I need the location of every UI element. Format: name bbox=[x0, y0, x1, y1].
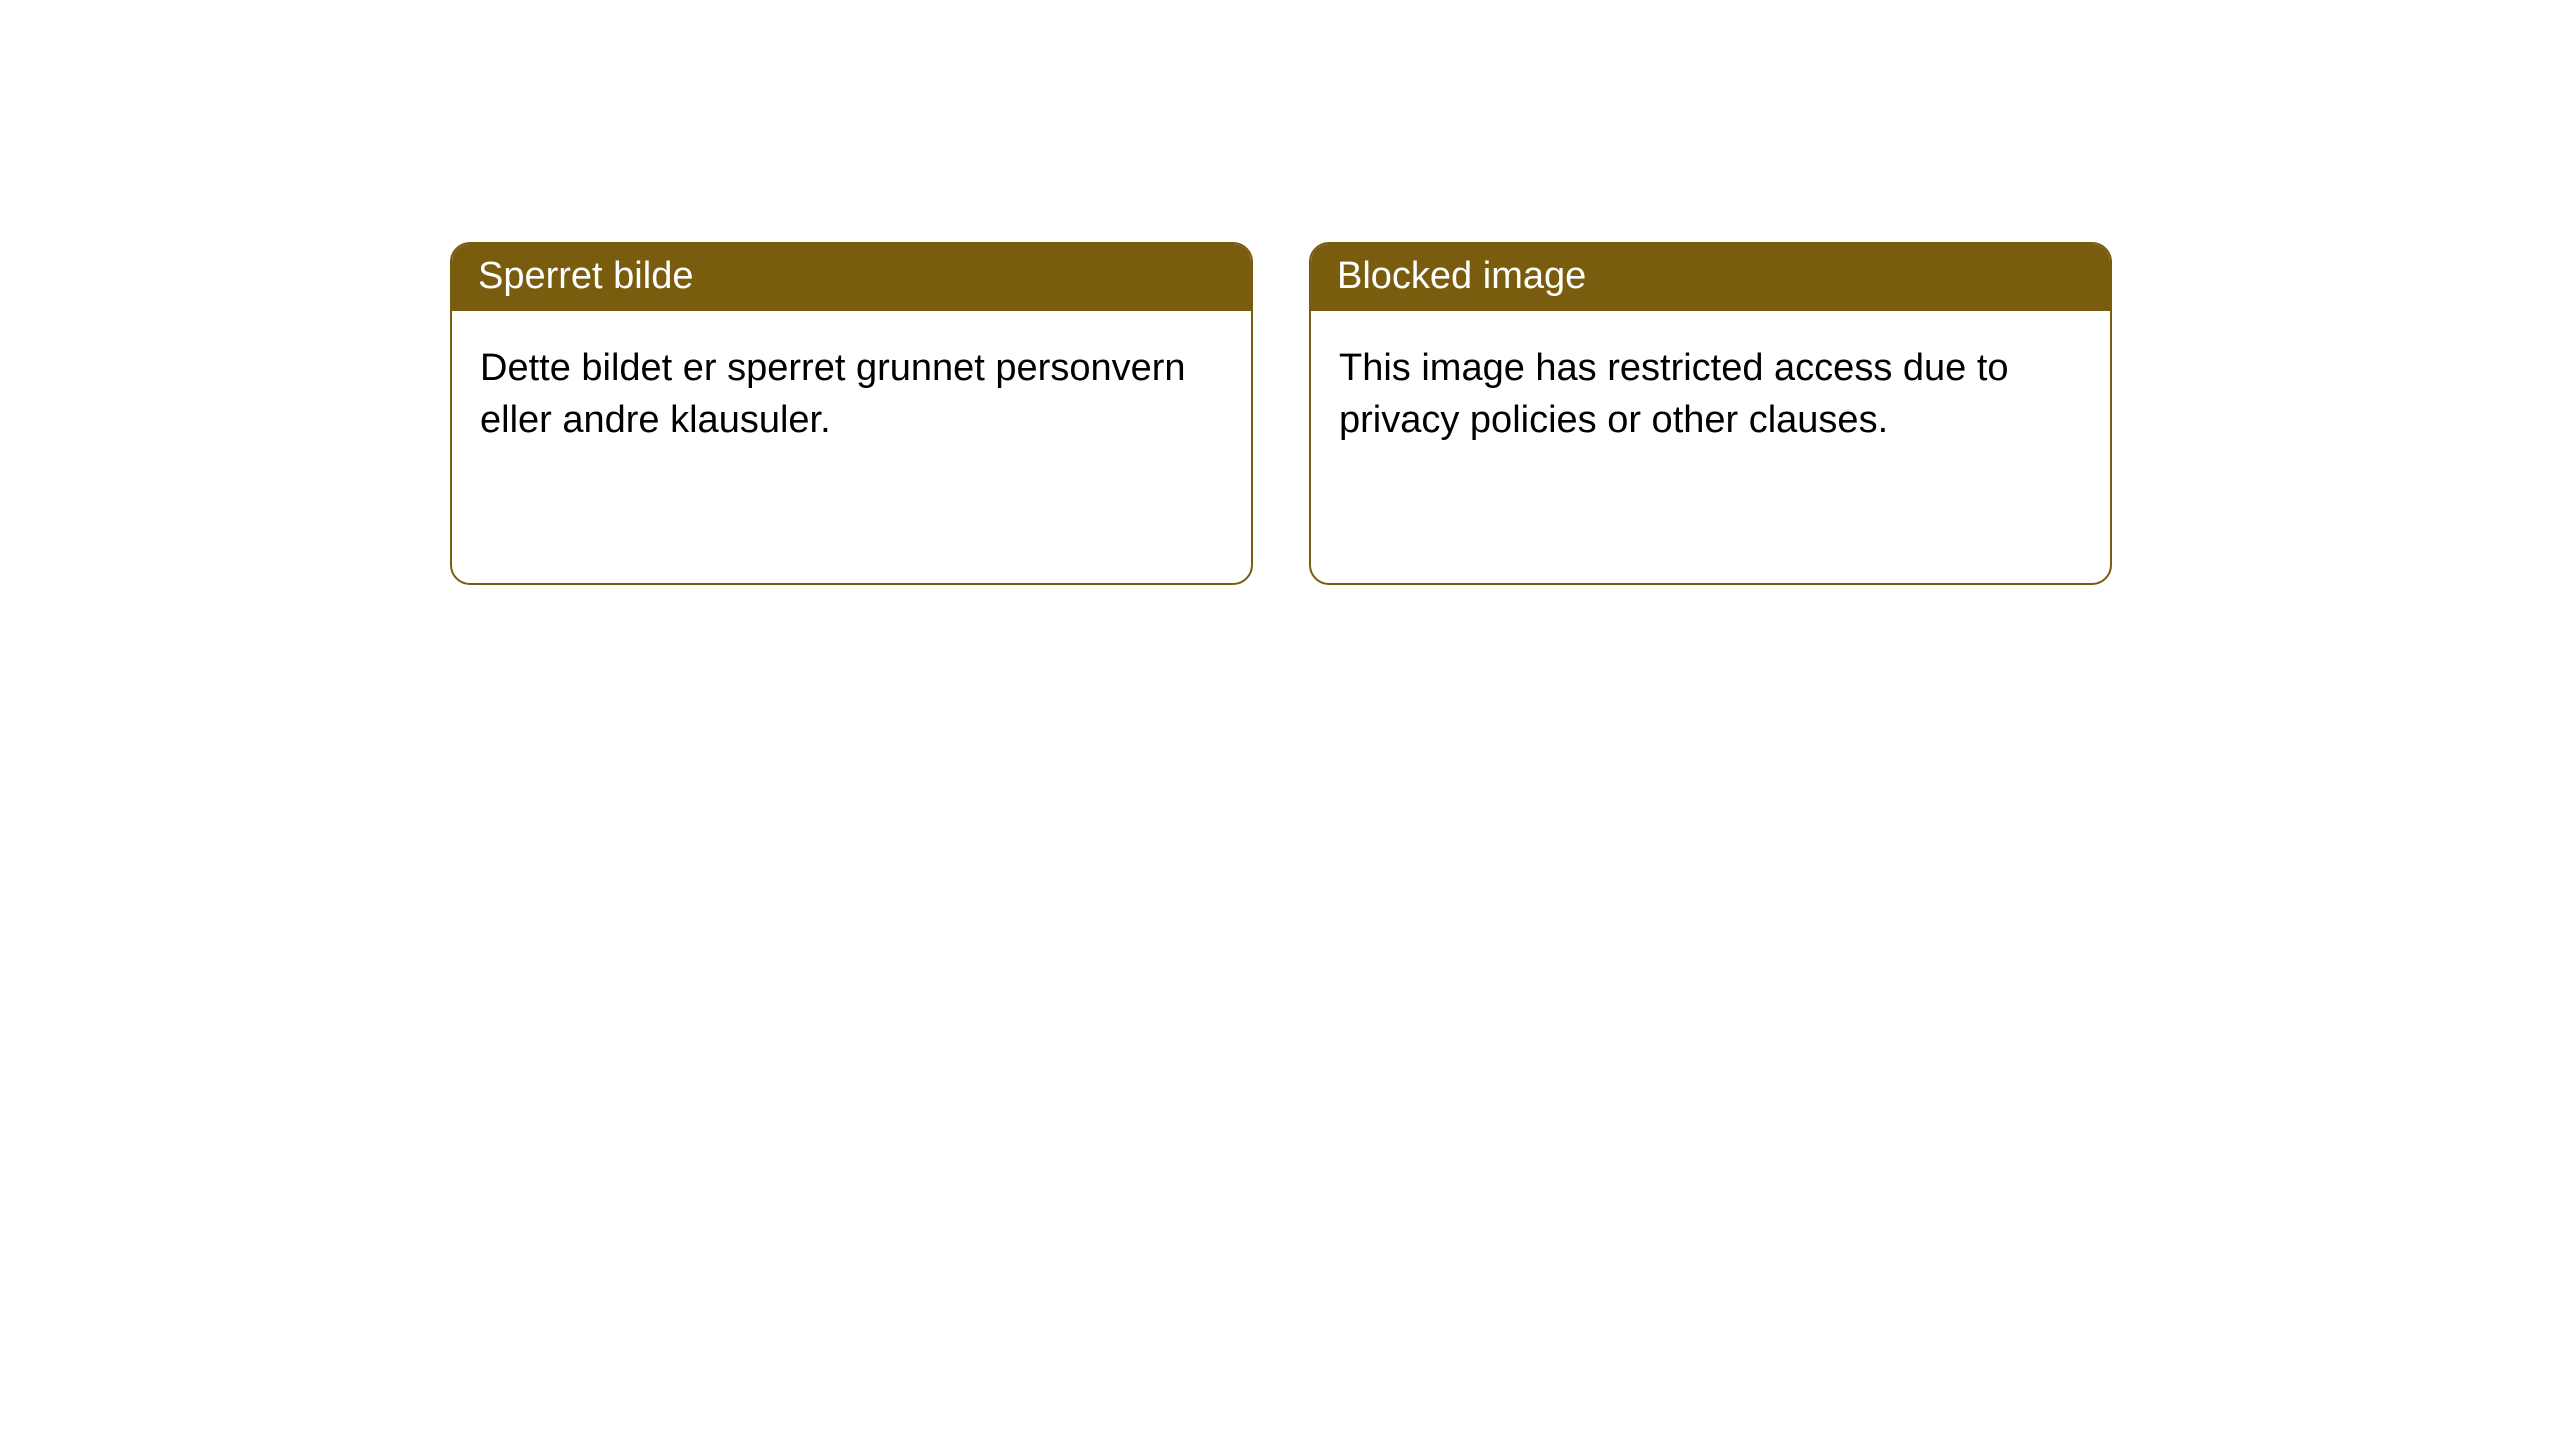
cards-container: Sperret bilde Dette bildet er sperret gr… bbox=[0, 0, 2560, 585]
blocked-image-card-en: Blocked image This image has restricted … bbox=[1309, 242, 2112, 585]
card-message: Dette bildet er sperret grunnet personve… bbox=[480, 347, 1186, 440]
card-header: Blocked image bbox=[1311, 244, 2110, 311]
card-body: Dette bildet er sperret grunnet personve… bbox=[452, 311, 1251, 583]
card-message: This image has restricted access due to … bbox=[1339, 347, 2009, 440]
card-title: Sperret bilde bbox=[478, 255, 693, 297]
card-body: This image has restricted access due to … bbox=[1311, 311, 2110, 583]
card-header: Sperret bilde bbox=[452, 244, 1251, 311]
blocked-image-card-no: Sperret bilde Dette bildet er sperret gr… bbox=[450, 242, 1253, 585]
card-title: Blocked image bbox=[1337, 255, 1586, 297]
